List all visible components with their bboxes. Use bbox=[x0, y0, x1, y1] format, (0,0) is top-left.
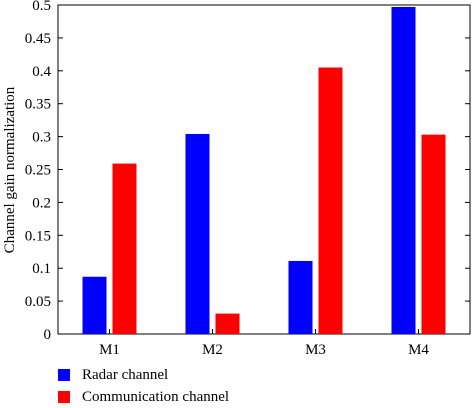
legend-item-communication: Communication channel bbox=[58, 386, 229, 408]
x-tick-label: M2 bbox=[202, 342, 223, 358]
bar-communication-m3 bbox=[318, 67, 343, 334]
y-tick-label: 0.35 bbox=[25, 97, 51, 113]
y-tick-label: 0.15 bbox=[25, 228, 51, 244]
y-axis: 0 0.05 0.1 0.15 0.2 0.25 0.3 0.35 0.4 0.45 0.5 bbox=[25, 0, 470, 343]
y-tick-label: 0.1 bbox=[32, 261, 51, 277]
y-tick-label: 0 bbox=[44, 327, 52, 343]
y-axis-label: Channel gain normalization bbox=[2, 86, 18, 253]
legend-label-communication: Communication channel bbox=[82, 389, 230, 405]
x-tick-label: M1 bbox=[99, 342, 120, 358]
y-tick-label: 0.25 bbox=[25, 163, 51, 179]
bar-radar-m2 bbox=[185, 133, 210, 334]
y-tick-label: 0.4 bbox=[32, 64, 51, 80]
bar-radar-m1 bbox=[82, 276, 107, 334]
bar-communication-m1 bbox=[112, 163, 137, 334]
y-tick-label: 0.5 bbox=[32, 0, 51, 14]
bar-communication-m2 bbox=[215, 313, 240, 334]
bar-group bbox=[82, 6, 446, 335]
legend-label-radar: Radar channel bbox=[82, 367, 169, 383]
legend-item-radar: Radar channel bbox=[58, 364, 229, 386]
bar-radar-m4 bbox=[391, 6, 416, 335]
y-tick-label: 0.45 bbox=[25, 31, 51, 47]
x-tick-label: M4 bbox=[408, 342, 429, 358]
legend: Radar channel Communication channel bbox=[58, 364, 229, 408]
bar-radar-m3 bbox=[288, 260, 313, 334]
x-axis: M1 M2 M3 M4 bbox=[99, 329, 429, 358]
bar-communication-m4 bbox=[421, 134, 446, 334]
x-tick-label: M3 bbox=[305, 342, 326, 358]
legend-swatch-radar bbox=[58, 369, 70, 381]
legend-swatch-communication bbox=[58, 391, 70, 403]
y-tick-label: 0.3 bbox=[32, 130, 51, 146]
y-tick-label: 0.05 bbox=[25, 294, 51, 310]
y-tick-label: 0.2 bbox=[32, 195, 51, 211]
